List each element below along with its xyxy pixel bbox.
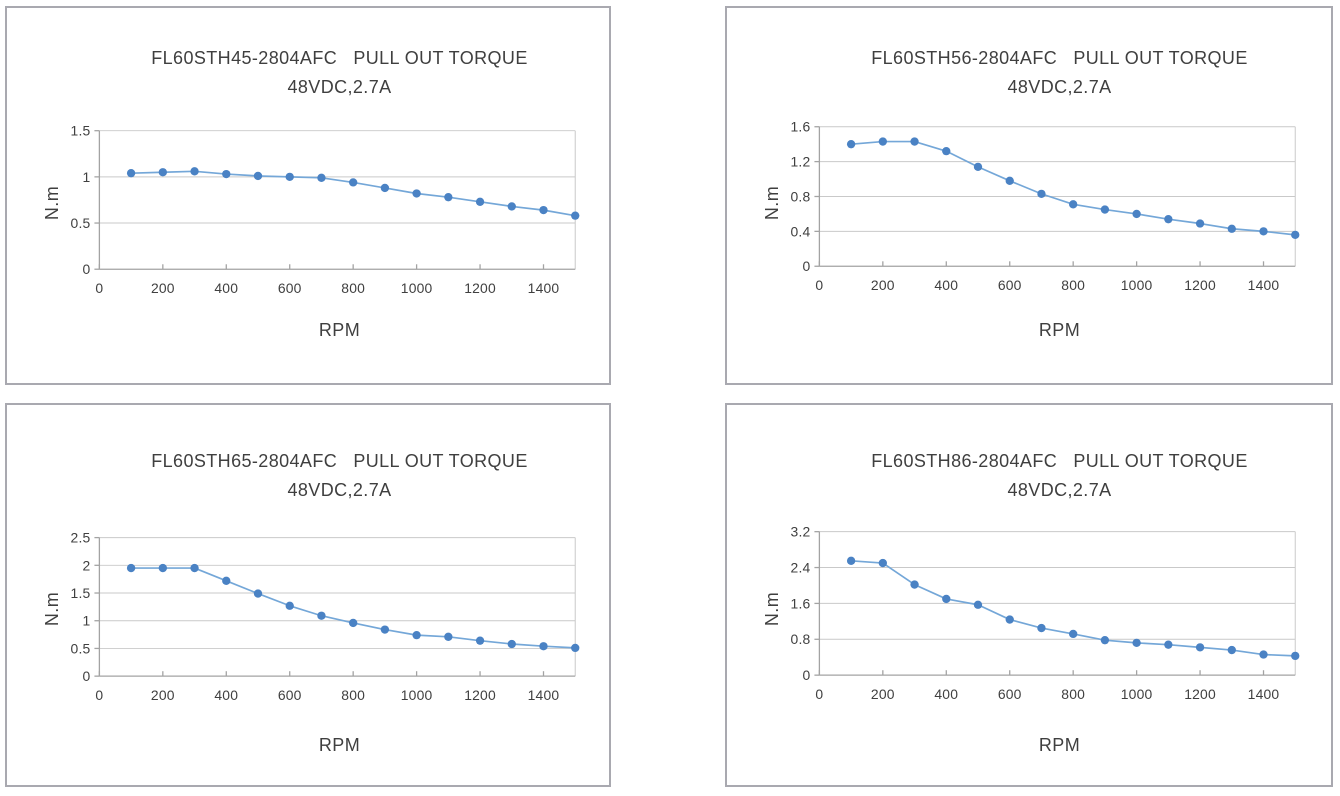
svg-text:1.2: 1.2 bbox=[791, 154, 811, 170]
chart-subtitle: 48VDC,2.7A bbox=[287, 77, 392, 97]
svg-text:0: 0 bbox=[83, 668, 91, 684]
y-axis-label: N.m bbox=[42, 591, 62, 627]
torque-curve-plot: 0 0.4 0.8 1.2 1.6 0 200 400 600 800 1000 1200 1400 bbox=[791, 119, 1300, 293]
svg-text:600: 600 bbox=[278, 280, 302, 296]
svg-text:1.6: 1.6 bbox=[791, 595, 811, 611]
svg-text:600: 600 bbox=[278, 687, 302, 703]
svg-text:1000: 1000 bbox=[1121, 686, 1153, 702]
svg-text:0.8: 0.8 bbox=[791, 631, 811, 647]
svg-text:200: 200 bbox=[151, 280, 175, 296]
chart-subtitle: 48VDC,2.7A bbox=[1007, 77, 1112, 97]
x-axis-label: RPM bbox=[318, 735, 361, 755]
svg-text:400: 400 bbox=[934, 686, 958, 702]
svg-text:1400: 1400 bbox=[528, 280, 560, 296]
x-axis-label: RPM bbox=[1038, 735, 1081, 755]
chart-title: FL60STH65-2804AFC PULL OUT TORQUE bbox=[151, 451, 528, 471]
svg-text:2.4: 2.4 bbox=[791, 560, 811, 576]
svg-text:400: 400 bbox=[934, 277, 958, 293]
svg-text:1400: 1400 bbox=[528, 687, 560, 703]
svg-text:800: 800 bbox=[1061, 686, 1085, 702]
svg-text:1.6: 1.6 bbox=[791, 119, 811, 135]
svg-text:1.5: 1.5 bbox=[71, 123, 91, 139]
svg-text:0.5: 0.5 bbox=[71, 215, 91, 231]
svg-text:0.5: 0.5 bbox=[71, 640, 91, 656]
svg-text:2: 2 bbox=[83, 557, 91, 573]
y-axis-label: N.m bbox=[762, 591, 782, 627]
svg-text:0.4: 0.4 bbox=[791, 223, 811, 239]
svg-text:1400: 1400 bbox=[1248, 686, 1280, 702]
chart-subtitle: 48VDC,2.7A bbox=[287, 480, 392, 500]
svg-text:0: 0 bbox=[803, 258, 811, 274]
svg-text:1: 1 bbox=[83, 169, 91, 185]
svg-text:200: 200 bbox=[871, 277, 895, 293]
svg-text:0.8: 0.8 bbox=[791, 188, 811, 204]
svg-text:1000: 1000 bbox=[1121, 277, 1153, 293]
svg-text:1000: 1000 bbox=[401, 687, 433, 703]
svg-text:0: 0 bbox=[803, 667, 811, 683]
svg-text:0: 0 bbox=[815, 277, 823, 293]
svg-text:3.2: 3.2 bbox=[791, 524, 811, 540]
svg-text:1200: 1200 bbox=[1184, 277, 1216, 293]
y-axis-label: N.m bbox=[42, 185, 62, 221]
torque-curve-plot: 0 0.5 1 1.5 2 2.5 0 200 400 600 800 1000 1200 1400 bbox=[71, 530, 580, 703]
chart-title: FL60STH45-2804AFC PULL OUT TORQUE bbox=[151, 48, 528, 68]
svg-text:400: 400 bbox=[214, 687, 238, 703]
svg-text:800: 800 bbox=[1061, 277, 1085, 293]
svg-text:600: 600 bbox=[998, 686, 1022, 702]
svg-text:200: 200 bbox=[151, 687, 175, 703]
svg-text:200: 200 bbox=[871, 686, 895, 702]
chart-title: FL60STH56-2804AFC PULL OUT TORQUE bbox=[871, 48, 1248, 68]
svg-text:1200: 1200 bbox=[464, 280, 496, 296]
x-axis-label: RPM bbox=[318, 320, 361, 340]
svg-text:1200: 1200 bbox=[1184, 686, 1216, 702]
svg-text:600: 600 bbox=[998, 277, 1022, 293]
chart-panel-fl60sth45: 0 0.5 1 1.5 0 200 400 600 800 1000 1200 1400 FL60ST… bbox=[5, 6, 611, 385]
chart-panel-fl60sth86: 0 0.8 1.6 2.4 3.2 0 200 400 600 800 1000 1200 1400 F… bbox=[725, 403, 1333, 787]
svg-text:0: 0 bbox=[95, 280, 103, 296]
svg-text:1000: 1000 bbox=[401, 280, 433, 296]
svg-text:1200: 1200 bbox=[464, 687, 496, 703]
svg-text:2.5: 2.5 bbox=[71, 530, 91, 546]
chart-subtitle: 48VDC,2.7A bbox=[1007, 480, 1112, 500]
torque-curve-plot: 0 0.8 1.6 2.4 3.2 0 200 400 600 800 1000 1200 1400 bbox=[791, 524, 1300, 702]
torque-curve-plot: 0 0.5 1 1.5 0 200 400 600 800 1000 1200 1400 bbox=[71, 123, 580, 296]
chart-panel-fl60sth65: 0 0.5 1 1.5 2 2.5 0 200 400 600 800 1000 1200 1400 FL… bbox=[5, 403, 611, 787]
svg-text:1400: 1400 bbox=[1248, 277, 1280, 293]
svg-text:0: 0 bbox=[815, 686, 823, 702]
svg-text:400: 400 bbox=[214, 280, 238, 296]
chart-title: FL60STH86-2804AFC PULL OUT TORQUE bbox=[871, 451, 1248, 471]
svg-text:800: 800 bbox=[341, 280, 365, 296]
svg-text:0: 0 bbox=[83, 261, 91, 277]
x-axis-label: RPM bbox=[1038, 320, 1081, 340]
svg-text:1: 1 bbox=[83, 613, 91, 629]
y-axis-label: N.m bbox=[762, 185, 782, 221]
chart-panel-fl60sth56: 0 0.4 0.8 1.2 1.6 0 200 400 600 800 1000 1200 1400 F… bbox=[725, 6, 1333, 385]
svg-text:800: 800 bbox=[341, 687, 365, 703]
svg-text:1.5: 1.5 bbox=[71, 585, 91, 601]
svg-text:0: 0 bbox=[95, 687, 103, 703]
